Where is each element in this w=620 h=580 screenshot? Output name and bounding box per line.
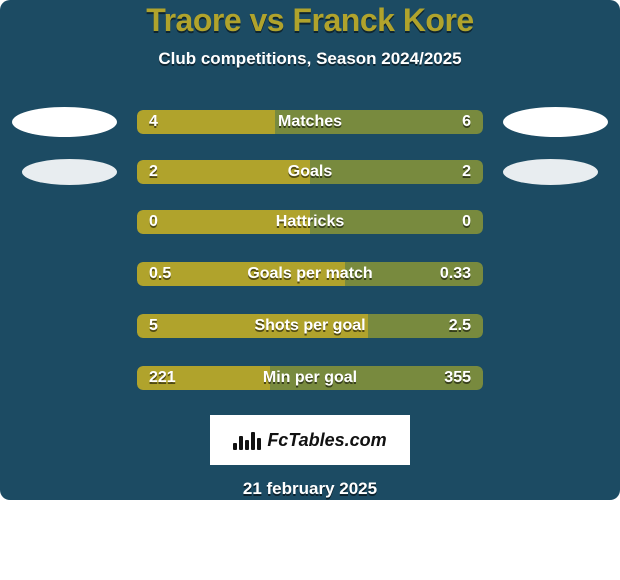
stat-value-right: 2	[462, 163, 471, 181]
stat-bar: 5 2.5 Shots per goal	[137, 314, 483, 338]
logo-spacer	[12, 207, 117, 237]
logo-spacer	[503, 259, 608, 289]
logo-spacer	[503, 207, 608, 237]
stat-row: 0 0 Hattricks	[0, 207, 620, 237]
stat-row: 2 2 Goals	[0, 159, 620, 185]
stat-label: Goals per match	[247, 265, 372, 283]
stat-label: Hattricks	[276, 213, 344, 231]
stat-value-right: 2.5	[449, 317, 471, 335]
badge-text: FcTables.com	[267, 430, 386, 451]
stat-row: 5 2.5 Shots per goal	[0, 311, 620, 341]
stat-value-left: 5	[149, 317, 158, 335]
stat-label: Goals	[288, 163, 332, 181]
logo-spacer	[12, 311, 117, 341]
team-logo-left	[22, 159, 117, 185]
bar-segment-right	[310, 160, 483, 184]
team-logo-left	[12, 107, 117, 137]
stat-bar: 0.5 0.33 Goals per match	[137, 262, 483, 286]
bar-chart-icon	[233, 430, 261, 450]
logo-spacer	[12, 259, 117, 289]
logo-spacer	[503, 311, 608, 341]
stat-label: Shots per goal	[254, 317, 365, 335]
stat-value-right: 0	[462, 213, 471, 231]
team-logo-right	[503, 107, 608, 137]
team-logo-right	[503, 159, 598, 185]
stat-value-left: 0	[149, 213, 158, 231]
logo-spacer	[503, 363, 608, 393]
subtitle: Club competitions, Season 2024/2025	[0, 49, 620, 69]
stat-row: 4 6 Matches	[0, 107, 620, 137]
stat-value-left: 2	[149, 163, 158, 181]
stat-value-right: 0.33	[440, 265, 471, 283]
stat-bar: 2 2 Goals	[137, 160, 483, 184]
stat-rows: 4 6 Matches 2 2 Goals 0 0 Hattricks 0.5 0.33 Goals …	[0, 107, 620, 393]
stat-value-left: 221	[149, 369, 176, 387]
stat-value-right: 355	[444, 369, 471, 387]
stat-label: Min per goal	[263, 369, 357, 387]
page-title: Traore vs Franck Kore	[0, 2, 620, 39]
stat-label: Matches	[278, 113, 342, 131]
stat-bar: 221 355 Min per goal	[137, 366, 483, 390]
stat-value-left: 0.5	[149, 265, 171, 283]
stat-bar: 4 6 Matches	[137, 110, 483, 134]
source-badge: FcTables.com	[210, 415, 410, 465]
logo-spacer	[12, 363, 117, 393]
date-label: 21 february 2025	[0, 479, 620, 499]
bar-segment-left	[137, 160, 310, 184]
stat-value-left: 4	[149, 113, 158, 131]
stat-value-right: 6	[462, 113, 471, 131]
stat-row: 0.5 0.33 Goals per match	[0, 259, 620, 289]
stat-row: 221 355 Min per goal	[0, 363, 620, 393]
comparison-card: Traore vs Franck Kore Club competitions,…	[0, 0, 620, 500]
stat-bar: 0 0 Hattricks	[137, 210, 483, 234]
